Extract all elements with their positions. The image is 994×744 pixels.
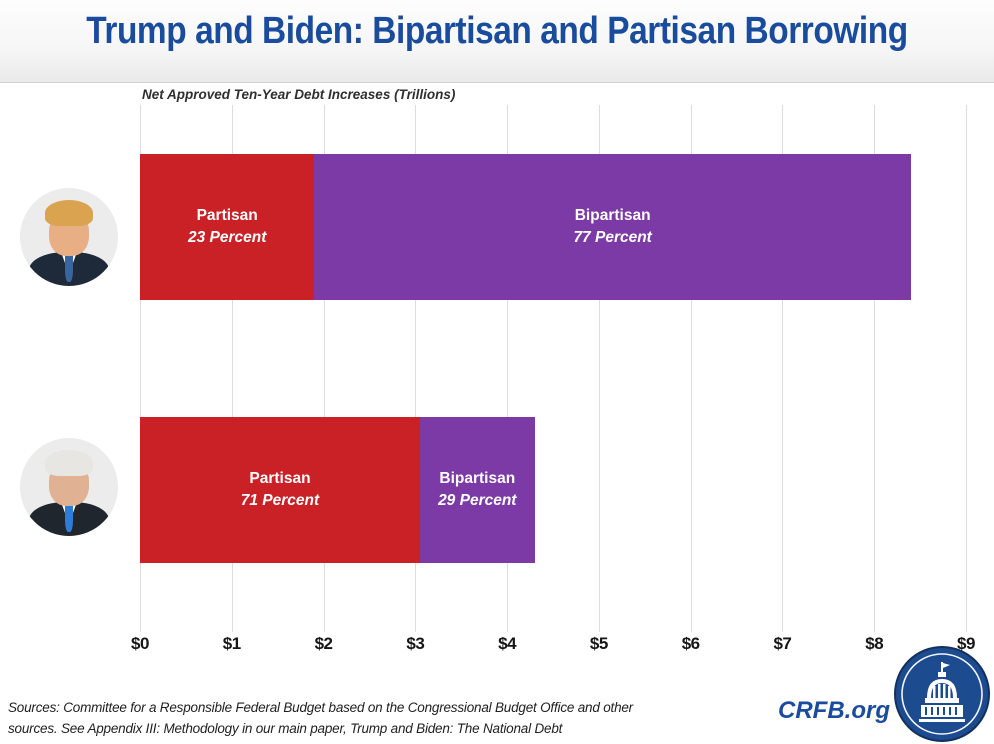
- trump-avatar: [20, 188, 118, 286]
- x-tick-label: $8: [865, 634, 884, 653]
- biden-bar-row: Partisan 71 Percent Bipartisan 29 Percen…: [140, 417, 535, 563]
- x-tick-label: $9: [957, 634, 975, 653]
- trump-tie: [65, 254, 73, 282]
- x-tick-label: $6: [681, 634, 700, 653]
- gridline: [782, 105, 784, 632]
- gridline: [323, 105, 325, 632]
- gridline: [874, 105, 876, 632]
- segment-percent: 77 Percent: [573, 229, 652, 246]
- x-tick-label: $1: [222, 634, 241, 653]
- x-tick-label: $5: [589, 634, 608, 653]
- x-tick-label: $7: [773, 634, 792, 653]
- segment-label: Bipartisan: [439, 469, 516, 487]
- sources-line-2: sources. See Appendix III: Methodology i…: [8, 721, 563, 736]
- gridline: [231, 105, 233, 632]
- biden-bipartisan-segment: Bipartisan 29 Percent: [419, 417, 535, 563]
- biden-partisan-segment: Partisan 71 Percent: [140, 417, 420, 563]
- gridline: [507, 105, 509, 632]
- gridline: [140, 105, 141, 632]
- gridline: [690, 105, 692, 632]
- x-tick-label: $0: [131, 634, 149, 653]
- capitol-building-icon: [894, 646, 990, 742]
- trump-partisan-segment: Partisan 23 Percent: [140, 154, 315, 300]
- sources-line-1: Sources: Committee for a Responsible Fed…: [8, 700, 633, 715]
- trump-hair: [45, 200, 93, 226]
- x-tick-label: $3: [406, 634, 425, 653]
- page-title: Trump and Biden: Bipartisan and Partisan…: [86, 10, 908, 52]
- segment-label: Bipartisan: [574, 206, 651, 224]
- axis-title: Net Approved Ten-Year Debt Increases (Tr…: [142, 87, 456, 102]
- gridline: [415, 105, 417, 632]
- segment-percent: 71 Percent: [240, 492, 320, 509]
- header-band: Trump and Biden: Bipartisan and Partisan…: [0, 0, 994, 83]
- gridline: [966, 105, 967, 632]
- biden-hair: [45, 450, 93, 476]
- x-tick-label: $4: [498, 634, 517, 653]
- segment-percent: 23 Percent: [187, 229, 267, 246]
- x-tick-label: $2: [314, 634, 333, 653]
- trump-bar-row: Partisan 23 Percent Bipartisan 77 Percen…: [140, 154, 911, 300]
- segment-percent: 29 Percent: [438, 492, 517, 509]
- biden-avatar: [20, 438, 118, 536]
- segment-label: Partisan: [196, 206, 258, 224]
- biden-tie: [65, 504, 73, 532]
- gridline: [598, 105, 600, 632]
- trump-bipartisan-segment: Bipartisan 77 Percent: [314, 154, 911, 300]
- crfb-org-wordmark: CRFB.org: [778, 697, 890, 724]
- segment-label: Partisan: [249, 469, 311, 487]
